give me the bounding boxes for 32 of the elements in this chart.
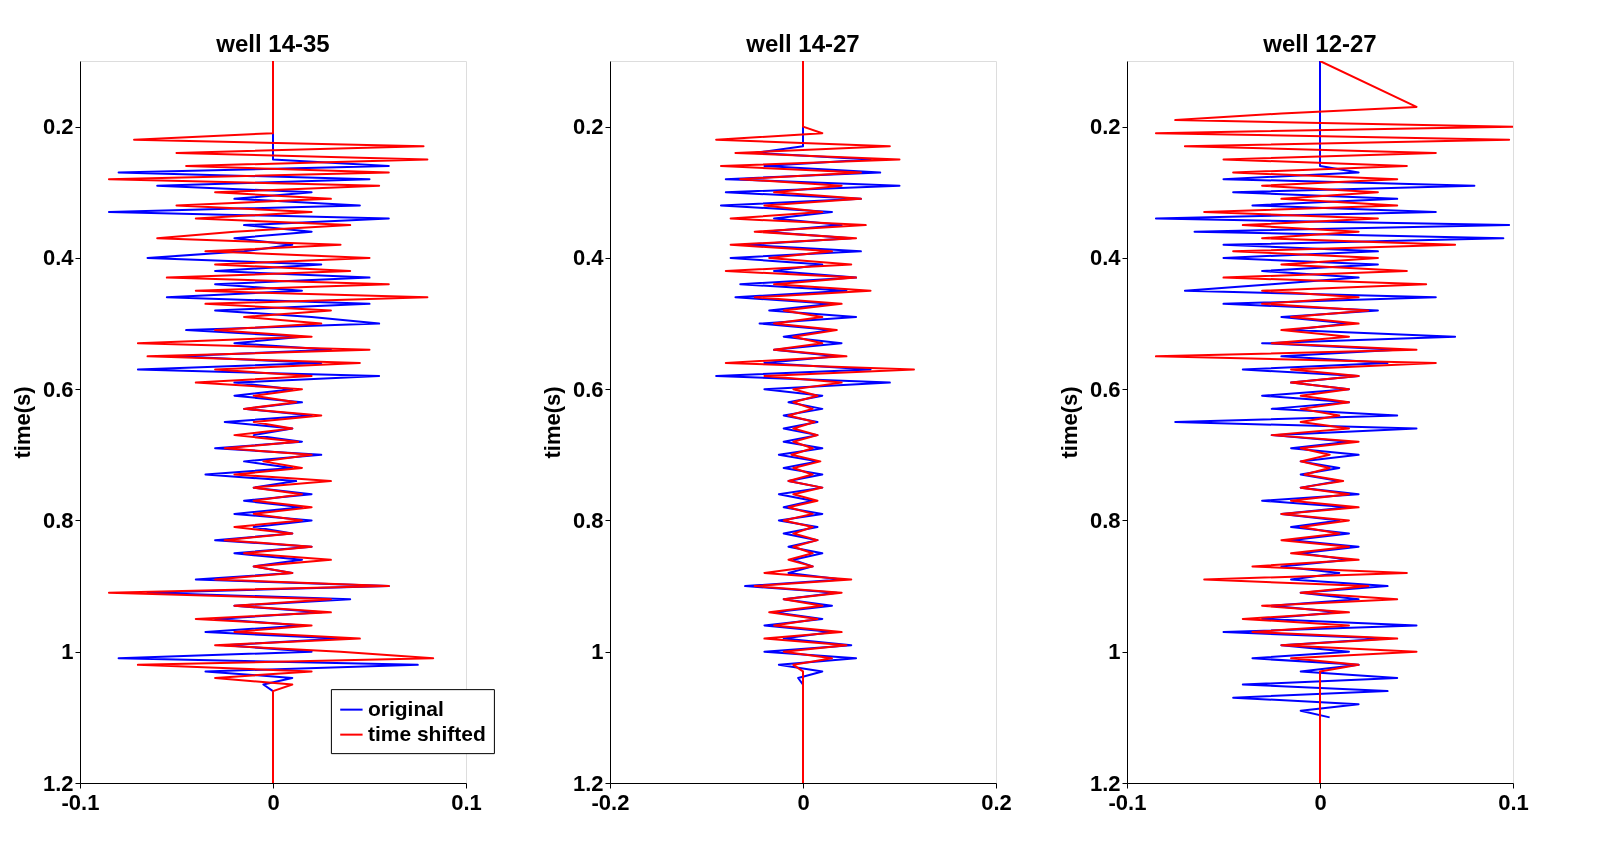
y-tick-label: 0.8 (1089, 507, 1121, 533)
y-axis-title: time(s) (9, 386, 35, 459)
y-tick-label: 0.2 (1089, 114, 1121, 140)
y-tick-label: 0.6 (1089, 376, 1121, 402)
x-tick-label: 0.1 (451, 789, 482, 815)
y-tick-label: 0.2 (572, 114, 604, 140)
x-tick-label: 0 (267, 789, 280, 815)
y-tick-label: 0.4 (1089, 245, 1122, 271)
chart-title: well 12-27 (1262, 30, 1377, 57)
y-tick-label: 1 (591, 639, 604, 665)
chart-title: well 14-35 (215, 30, 330, 57)
y-tick-label: 0.8 (42, 507, 74, 533)
y-tick-label: 1.2 (1089, 770, 1121, 796)
legend-label: original (367, 696, 444, 720)
x-tick-label: 0 (797, 789, 810, 815)
legend-label: time shifted (367, 721, 486, 745)
y-tick-label: 0.6 (42, 376, 74, 402)
chart-title: well 14-27 (745, 30, 860, 57)
x-tick-label: 0.2 (981, 789, 1012, 815)
y-tick-label: 1 (61, 639, 74, 665)
y-tick-label: 0.4 (572, 245, 605, 271)
y-tick-label: 0.2 (42, 114, 74, 140)
y-tick-label: 0.4 (42, 245, 75, 271)
y-tick-label: 1.2 (572, 770, 604, 796)
x-tick-label: 0 (1314, 789, 1327, 815)
y-tick-label: 0.6 (572, 376, 604, 402)
y-axis-title: time(s) (539, 386, 565, 459)
y-axis-title: time(s) (1056, 386, 1082, 459)
y-tick-label: 0.8 (572, 507, 604, 533)
y-tick-label: 1 (1108, 639, 1121, 665)
y-tick-label: 1.2 (42, 770, 74, 796)
x-tick-label: 0.1 (1498, 789, 1529, 815)
